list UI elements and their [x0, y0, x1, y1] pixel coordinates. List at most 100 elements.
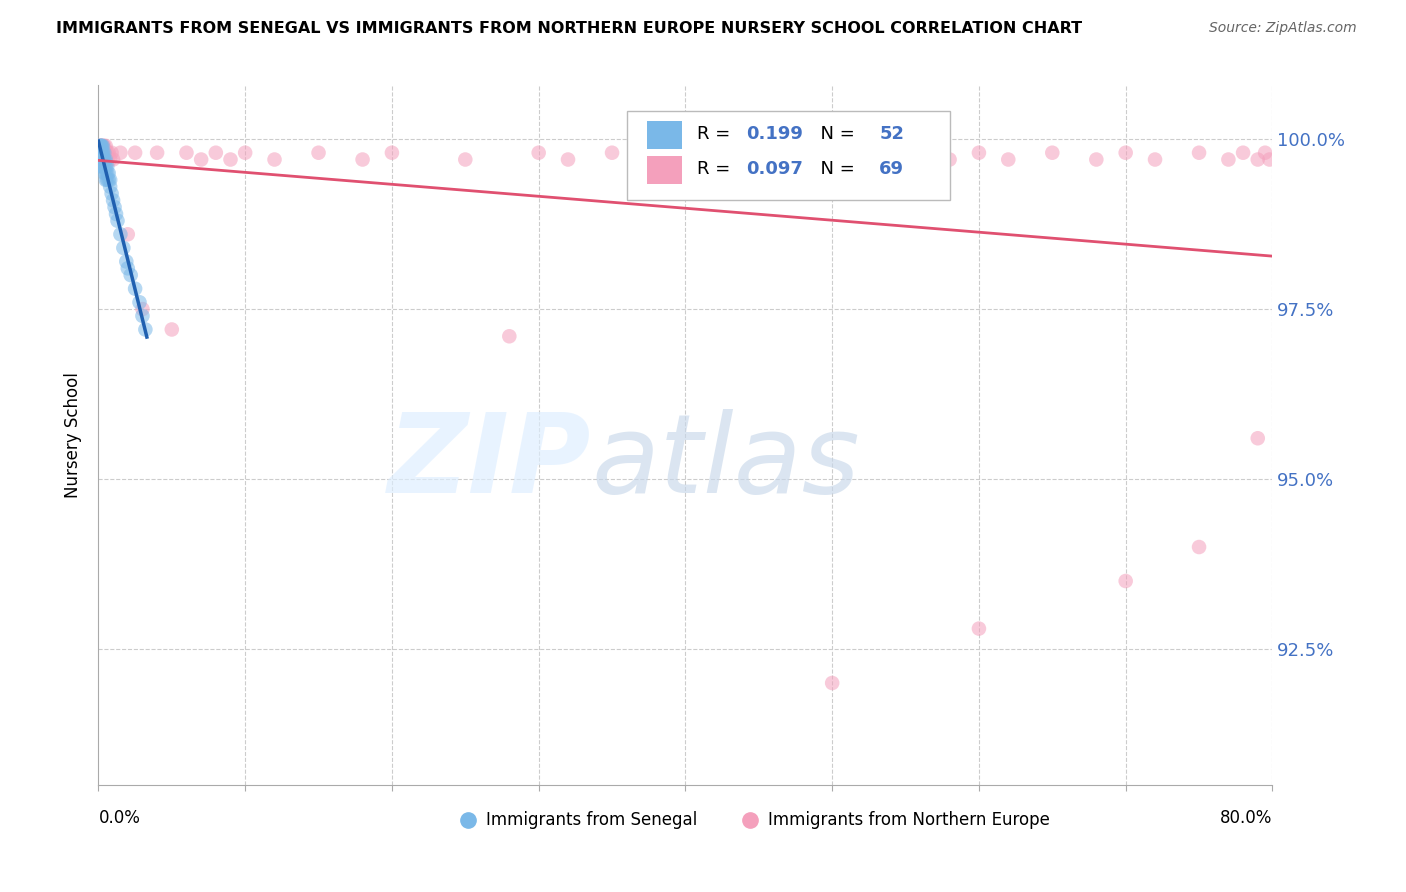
Point — [89, 139, 111, 153]
Point — [94, 145, 117, 160]
Point — [176, 145, 198, 160]
Point — [90, 139, 112, 153]
FancyBboxPatch shape — [647, 121, 682, 149]
Point — [91, 145, 114, 160]
Point — [98, 179, 121, 194]
Point — [600, 145, 623, 160]
Point — [91, 145, 114, 160]
Point — [645, 159, 668, 173]
Text: 80.0%: 80.0% — [1220, 809, 1272, 828]
Point — [91, 159, 114, 173]
Point — [124, 145, 146, 160]
Point — [89, 139, 111, 153]
Point — [894, 145, 917, 160]
Point — [115, 254, 138, 268]
Point — [997, 153, 1019, 167]
Point — [91, 145, 114, 160]
Point — [748, 145, 770, 160]
Point — [93, 153, 115, 167]
Text: ZIP: ZIP — [388, 409, 592, 516]
Point — [160, 322, 183, 336]
Point — [100, 145, 122, 160]
Point — [90, 145, 112, 160]
Point — [96, 159, 118, 173]
Point — [94, 153, 117, 167]
Point — [219, 153, 242, 167]
Point — [97, 166, 120, 180]
Point — [821, 145, 844, 160]
Text: R =: R = — [697, 160, 737, 178]
Point — [454, 153, 477, 167]
Point — [96, 153, 118, 167]
Point — [352, 153, 374, 167]
Point — [117, 227, 139, 242]
Point — [93, 145, 115, 160]
Point — [527, 145, 550, 160]
Point — [89, 145, 111, 160]
Point — [1085, 153, 1108, 167]
Text: 52: 52 — [879, 125, 904, 143]
Point — [101, 153, 124, 167]
Point — [98, 173, 121, 187]
Point — [98, 153, 121, 167]
Point — [1188, 540, 1211, 554]
Text: N =: N = — [808, 160, 860, 178]
Point — [557, 153, 579, 167]
Point — [93, 153, 115, 167]
Point — [97, 173, 120, 187]
Point — [93, 153, 115, 167]
Point — [96, 173, 118, 187]
Point — [110, 145, 132, 160]
Point — [1258, 153, 1281, 167]
Y-axis label: Nursery School: Nursery School — [65, 372, 83, 498]
Point — [91, 139, 114, 153]
Point — [90, 145, 112, 160]
Point — [89, 145, 111, 160]
Point — [190, 153, 212, 167]
Point — [94, 166, 117, 180]
Point — [146, 145, 169, 160]
Point — [91, 145, 114, 160]
Point — [91, 139, 114, 153]
Text: 0.199: 0.199 — [747, 125, 803, 143]
Point — [90, 139, 112, 153]
Point — [100, 186, 122, 201]
Point — [1188, 145, 1211, 160]
FancyBboxPatch shape — [627, 111, 949, 201]
Point — [1040, 145, 1063, 160]
Point — [1218, 153, 1240, 167]
Point — [93, 145, 115, 160]
Point — [134, 322, 156, 336]
Point — [91, 153, 114, 167]
Point — [792, 153, 814, 167]
Point — [91, 159, 114, 173]
Point — [131, 309, 153, 323]
Point — [96, 166, 118, 180]
Point — [128, 295, 150, 310]
Text: IMMIGRANTS FROM SENEGAL VS IMMIGRANTS FROM NORTHERN EUROPE NURSERY SCHOOL CORREL: IMMIGRANTS FROM SENEGAL VS IMMIGRANTS FR… — [56, 21, 1083, 37]
Point — [89, 139, 111, 153]
Point — [94, 139, 117, 153]
Point — [93, 159, 115, 173]
Point — [90, 145, 112, 160]
Point — [110, 227, 132, 242]
Point — [851, 153, 873, 167]
Text: N =: N = — [808, 125, 860, 143]
Point — [97, 145, 120, 160]
Text: Immigrants from Senegal: Immigrants from Senegal — [486, 811, 697, 829]
Text: 0.0%: 0.0% — [98, 809, 141, 828]
Point — [93, 139, 115, 153]
Point — [101, 194, 124, 208]
Point — [103, 200, 125, 214]
Point — [93, 166, 115, 180]
Point — [112, 241, 135, 255]
Point — [1254, 145, 1277, 160]
Point — [117, 261, 139, 276]
Point — [90, 139, 112, 153]
Point — [89, 145, 111, 160]
Point — [90, 153, 112, 167]
Point — [107, 213, 129, 227]
Point — [1115, 574, 1137, 588]
Point — [90, 139, 112, 153]
Point — [703, 153, 725, 167]
